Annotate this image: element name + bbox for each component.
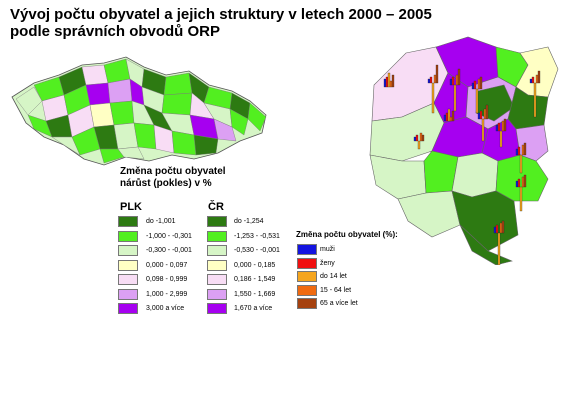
bar-glyph [529, 70, 541, 118]
plk-district [369, 154, 427, 200]
bar-glyph [427, 64, 439, 114]
cz-district [171, 130, 197, 156]
bar-glyph [515, 174, 527, 212]
bar-glyph [515, 142, 527, 174]
plk-legend-swatch [118, 259, 138, 271]
bar-legend-label: ženy [320, 259, 335, 267]
cz-district [85, 82, 111, 106]
plk-bar-glyphs [383, 64, 541, 265]
plk-district [459, 224, 513, 265]
cz-district [81, 64, 109, 86]
plk-legend-swatch [118, 230, 138, 242]
plk-legend-swatch [118, 274, 138, 285]
title-line-1: Vývoj počtu obyvatel a jejich struktury … [10, 6, 432, 23]
bar-legend-swatch [297, 284, 317, 296]
cr-legend-label: 0,000 - 0,185 [234, 261, 276, 269]
bar-glyph [477, 104, 489, 142]
cr-legend-swatch [207, 216, 227, 227]
bar-glyph [443, 108, 455, 122]
plk-legend-swatch [118, 216, 138, 227]
cz-district [113, 122, 139, 150]
plk-legend-label: 1,000 - 2,999 [146, 290, 188, 298]
cz-district [109, 100, 135, 126]
bar-legend-label: 15 - 64 let [320, 286, 352, 294]
cr-legend-swatch [207, 288, 227, 300]
plk-district [451, 190, 519, 252]
bar-glyph [383, 72, 395, 88]
cz-district [213, 118, 237, 142]
plk-legend-swatch [118, 288, 138, 300]
cr-legend-swatch [207, 303, 227, 314]
change-legend-title-line-1: Změna počtu obyvatel [120, 166, 226, 177]
plk-legend-label: do -1,001 [146, 218, 176, 225]
cr-legend-swatch [207, 274, 227, 285]
title-line-2: podle správních obvodů ORP [10, 23, 221, 40]
bar-legend-swatch [297, 257, 317, 269]
bar-legend-label: muži [320, 246, 335, 253]
bar-glyph [493, 220, 505, 265]
bar-glyph [449, 68, 461, 112]
cz-district [117, 146, 145, 160]
cz-district [229, 108, 249, 136]
cz-district [107, 78, 133, 104]
cr-legend-label: 1,550 - 1,669 [234, 290, 276, 298]
czech-republic-map [11, 56, 267, 166]
cz-district [247, 102, 267, 132]
plk-legend-swatch [118, 245, 138, 256]
cr-legend-label: -0,530 - -0,001 [234, 247, 280, 254]
cz-district [161, 92, 193, 116]
plk-legend-label: 0,000 - 0,097 [146, 261, 188, 269]
bar-legend-swatch [297, 298, 317, 309]
map-title: Vývoj počtu obyvatel a jejich struktury … [10, 6, 432, 40]
change-legend-title: Změna počtu obyvatel nárůst (pokles) v % [120, 166, 226, 190]
cz-district [89, 102, 115, 128]
cr-legend-label: do -1,254 [234, 218, 264, 225]
bar-legend-swatch [297, 244, 317, 255]
plk-district [451, 152, 499, 198]
cr-legend-label: 0,186 - 1,549 [234, 276, 276, 283]
cr-legend-swatch [207, 230, 227, 242]
cr-legend-label: 1,670 a více [234, 305, 273, 312]
bar-legend-label: do 14 let [320, 273, 347, 280]
bar-glyph [413, 132, 425, 150]
bar-legend-swatch [297, 271, 317, 282]
plk-legend-label: 0,098 - 0,999 [146, 276, 188, 283]
cr-legend-header: ČR [208, 201, 224, 213]
cr-legend-swatch [207, 259, 227, 271]
cz-district [193, 134, 219, 156]
plzen-region-map [369, 36, 559, 265]
plk-legend-label: -0,300 - -0,001 [146, 247, 192, 254]
plk-legend-swatch [118, 303, 138, 314]
bar-legend-title: Změna počtu obyvatel (%): [296, 230, 398, 239]
bar-glyph [471, 76, 483, 114]
plk-district [397, 190, 461, 238]
cr-legend-label: -1,253 - -0,531 [234, 232, 280, 240]
plk-legend-header: PLK [120, 201, 142, 213]
change-legend-title-line-2: nárůst (pokles) v % [120, 178, 212, 189]
plk-legend-label: 3,000 a více [146, 305, 185, 312]
bar-glyph [495, 118, 507, 148]
plk-legend-label: -1,000 - -0,301 [146, 232, 192, 240]
bar-legend-label: 65 a více let [320, 300, 358, 307]
cr-legend-swatch [207, 245, 227, 256]
